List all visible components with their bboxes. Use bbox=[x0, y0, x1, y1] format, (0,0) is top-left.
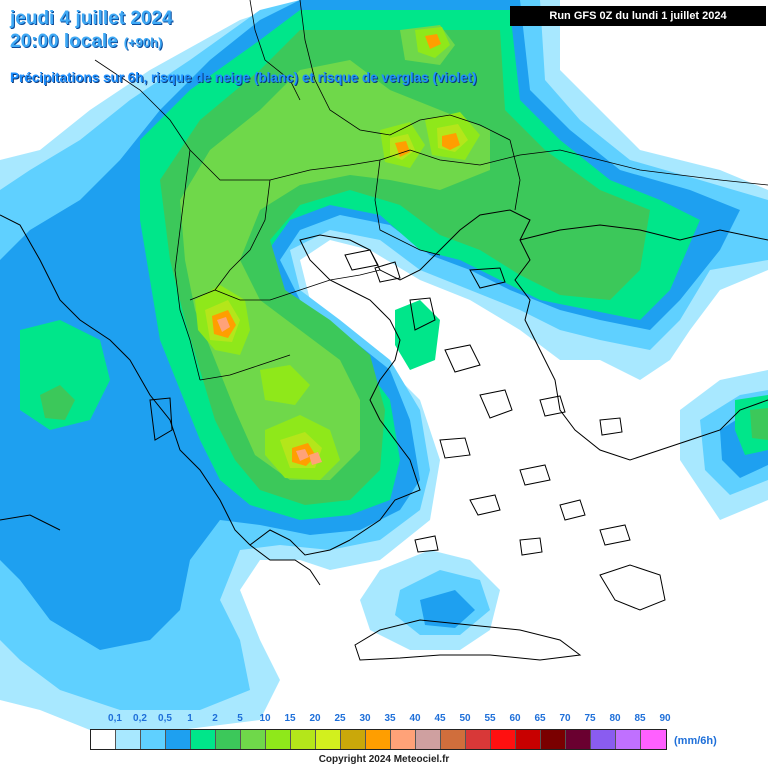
legend-swatch: #d06e3c bbox=[441, 730, 466, 749]
legend-swatch: #ffa278 bbox=[391, 730, 416, 749]
copyright-text: Copyright 2024 Meteociel.fr bbox=[318, 754, 450, 765]
legend-tick-label: 40 bbox=[409, 713, 421, 724]
legend-tick-label: 30 bbox=[359, 713, 371, 724]
legend-swatch: #c80000 bbox=[516, 730, 541, 749]
legend-swatch: #d83838 bbox=[466, 730, 491, 749]
legend-swatch: #6fd84a bbox=[241, 730, 266, 749]
forecast-lead: (+90h) bbox=[123, 35, 163, 50]
legend-tick-label: 75 bbox=[584, 713, 596, 724]
legend-swatch: #3cc85a bbox=[216, 730, 241, 749]
legend-swatch: #ff9e00 bbox=[366, 730, 391, 749]
coastlines bbox=[0, 209, 768, 661]
legend-tick-label: 70 bbox=[559, 713, 571, 724]
legend-swatch: #c070ff bbox=[616, 730, 641, 749]
legend-tick-label: 25 bbox=[334, 713, 346, 724]
legend-swatch: #a8e8ff bbox=[116, 730, 141, 749]
map-subtitle: Précipitations sur 6h, risque de neige (… bbox=[10, 70, 477, 85]
legend-tick-label: 0,2 bbox=[133, 713, 147, 724]
legend-swatch: #ffffff bbox=[91, 730, 116, 749]
legend-swatch: #ff1010 bbox=[491, 730, 516, 749]
forecast-time: 20:00 locale (+90h) bbox=[10, 31, 162, 53]
legend-swatch: #8fe81a bbox=[266, 730, 291, 749]
legend-tick-label: 85 bbox=[634, 713, 646, 724]
legend-tick-label: 20 bbox=[309, 713, 321, 724]
legend-ticks: 0,1 0,2 0,5 1 2 5 10 15 20 25 30 35 40 45 50 55 60 65 70 75… bbox=[90, 713, 671, 727]
legend-swatch: #8a5cf0 bbox=[591, 730, 616, 749]
legend-swatch: #b4e61a bbox=[291, 730, 316, 749]
legend-swatch: #d2f01e bbox=[316, 730, 341, 749]
legend-tick-label: 0,5 bbox=[158, 713, 172, 724]
legend-tick-label: 65 bbox=[534, 713, 546, 724]
legend-swatch: #5fd0ff bbox=[141, 730, 166, 749]
legend-tick-label: 55 bbox=[484, 713, 496, 724]
legend-swatch: #7a0000 bbox=[541, 730, 566, 749]
legend-tick-label: 0,1 bbox=[108, 713, 122, 724]
forecast-date: jeudi 4 juillet 2024 bbox=[10, 8, 173, 29]
legend-swatch: #00e68a bbox=[191, 730, 216, 749]
legend-tick-label: 15 bbox=[284, 713, 296, 724]
legend-swatch: #ff60ff bbox=[641, 730, 666, 749]
precip-salmon bbox=[217, 317, 322, 465]
legend-unit: (mm/6h) bbox=[674, 735, 717, 747]
legend-tick-label: 35 bbox=[384, 713, 396, 724]
legend-tick-label: 80 bbox=[609, 713, 621, 724]
legend-swatch: #caa80a bbox=[341, 730, 366, 749]
legend-tick-label: 2 bbox=[212, 713, 218, 724]
legend-swatch: #6a0030 bbox=[566, 730, 591, 749]
legend-tick-label: 45 bbox=[434, 713, 446, 724]
run-label: Run GFS 0Z du lundi 1 juillet 2024 bbox=[510, 6, 766, 26]
legend-tick-label: 60 bbox=[509, 713, 521, 724]
country-borders bbox=[94, 0, 768, 381]
legend-swatch: #1ea0f0 bbox=[166, 730, 191, 749]
legend-tick-label: 5 bbox=[237, 713, 243, 724]
color-legend: #ffffff#a8e8ff#5fd0ff#1ea0f0#00e68a#3cc8… bbox=[90, 729, 667, 750]
legend-tick-label: 50 bbox=[459, 713, 471, 724]
forecast-time-label: 20:00 locale bbox=[10, 31, 118, 52]
legend-tick-label: 1 bbox=[187, 713, 193, 724]
legend-swatch: #cfa0a0 bbox=[416, 730, 441, 749]
legend-tick-label: 10 bbox=[259, 713, 271, 724]
legend-tick-label: 90 bbox=[659, 713, 671, 724]
